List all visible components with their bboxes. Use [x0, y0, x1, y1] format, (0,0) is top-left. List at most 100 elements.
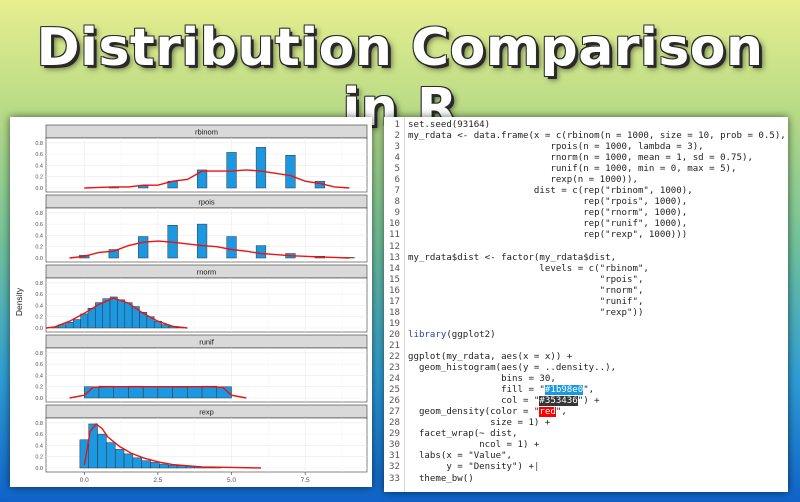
code-text: geom_density(color = "	[408, 407, 540, 418]
plot-svg: rbinom 0.0 0.2 0.4 0.6 0.8 rpois 0.0 0.2 0.4 0.6 0.…	[14, 124, 368, 487]
y-tick-label: 0.6	[35, 152, 43, 158]
code-text: col = "	[408, 396, 540, 407]
code-line[interactable]: 6 rexp(n = 1000)),	[384, 175, 788, 186]
code-text: geom_histogram(aes(y = ..density..),	[408, 363, 617, 374]
x-axis-label: Value	[196, 485, 217, 487]
code-line[interactable]: 23 geom_histogram(aes(y = ..density..),	[384, 363, 788, 374]
histogram-bar	[285, 154, 296, 189]
code-text: size = 1) +	[408, 418, 551, 429]
code-text: ",	[555, 407, 567, 418]
code-line[interactable]: 30 ncol = 1) +	[384, 440, 788, 451]
code-line[interactable]: 21	[384, 341, 788, 352]
y-tick-label: 0.4	[35, 443, 43, 449]
code-line[interactable]: 25 fill = "#1b98e0",	[384, 385, 788, 396]
code-line[interactable]: 16 "rnorm",	[384, 286, 788, 297]
code-line[interactable]: 9 rep("rnorm", 1000),	[384, 208, 788, 219]
line-number: 2	[394, 131, 400, 142]
code-line[interactable]: 29 facet_wrap(~ dist,	[384, 429, 788, 440]
line-number: 17	[389, 296, 400, 307]
density-curve	[45, 297, 188, 329]
code-line[interactable]: 10 rep("runif", 1000),	[384, 219, 788, 230]
y-tick-label: 0.0	[35, 326, 43, 332]
histogram-bar	[65, 322, 74, 329]
code-line[interactable]: 11 rep("rexp", 1000)))	[384, 230, 788, 241]
line-number: 29	[389, 429, 400, 440]
line-number: 15	[389, 274, 400, 285]
code-line[interactable]: 1 set.seed(93164)	[384, 120, 788, 131]
code-line[interactable]: 33 theme_bw()	[384, 474, 788, 485]
page-title: Distribution Comparison in R	[36, 18, 764, 138]
line-number: 11	[389, 230, 400, 241]
line-number: 27	[389, 407, 400, 418]
histogram-bar	[141, 460, 151, 469]
x-tick-label: 2.5	[153, 477, 162, 484]
code-line[interactable]: 7 dist = c(rep("rbinom", 1000),	[384, 186, 788, 197]
code-line[interactable]: 15 "rpois",	[384, 275, 788, 286]
line-number: 14	[389, 263, 400, 274]
code-line[interactable]: 8 rep("rpois", 1000),	[384, 197, 788, 208]
code-highlight: #353436	[539, 396, 578, 407]
y-tick-label: 0.0	[35, 396, 43, 402]
code-highlight: red	[539, 407, 556, 418]
code-editor[interactable]: 1 set.seed(93164) 2 my_rdata <- data.frame(…	[384, 117, 788, 492]
code-line[interactable]: 2 my_rdata <- data.frame(x = c(rbinom(n =…	[384, 131, 788, 142]
code-line[interactable]: 18 "rexp"))	[384, 308, 788, 319]
line-number: 6	[394, 175, 400, 186]
y-tick-label: 0.8	[35, 421, 43, 427]
code-line[interactable]: 26 col = "#353436") +	[384, 396, 788, 407]
histogram-bar	[128, 385, 144, 399]
density-curve	[69, 240, 350, 259]
code-line[interactable]: 22 ggplot(my_rdata, aes(x = x)) +	[384, 352, 788, 363]
line-number: 18	[389, 307, 400, 318]
y-tick-label: 0.8	[35, 281, 43, 287]
code-line[interactable]: 13 my_rdata$dist <- factor(my_rdata$dist,	[384, 253, 788, 264]
code-text: ggplot(my_rdata, aes(x = x)) +	[408, 351, 573, 362]
histogram-bar	[114, 449, 125, 469]
histogram-bar	[124, 302, 133, 329]
code-text: bins = 30,	[408, 374, 556, 385]
code-line[interactable]: 12	[384, 242, 788, 253]
code-line[interactable]: 27 geom_density(color = "red",	[384, 407, 788, 418]
histogram-bar	[159, 463, 169, 469]
line-number: 23	[389, 363, 400, 374]
code-text: set.seed(93164)	[408, 120, 491, 130]
code-text: my_rdata <- data.frame(x = c(rbinom(n = …	[408, 131, 786, 142]
line-number: 25	[389, 385, 400, 396]
line-number: 10	[389, 219, 400, 230]
line-number: 3	[394, 142, 400, 153]
code-line[interactable]: 19	[384, 319, 788, 330]
y-tick-label: 0.8	[35, 351, 43, 357]
code-line[interactable]: 24 bins = 30,	[384, 374, 788, 385]
line-number: 24	[389, 374, 400, 385]
line-number: 33	[389, 473, 400, 484]
text-cursor: |	[533, 462, 540, 473]
line-number: 32	[389, 462, 400, 473]
code-line[interactable]: 31 labs(x = "Value",	[384, 451, 788, 462]
histogram-bar	[196, 223, 208, 259]
faceted-histogram-plot: rbinom 0.0 0.2 0.4 0.6 0.8 rpois 0.0 0.2 0.4 0.6 0.…	[10, 117, 372, 487]
code-line[interactable]: 17 "runif",	[384, 297, 788, 308]
facet-label: rbinom	[195, 128, 218, 137]
histogram-bar	[109, 296, 118, 329]
line-number: 1	[394, 120, 400, 130]
y-tick-label: 0.2	[35, 385, 43, 391]
code-text: rep("rnorm", 1000),	[408, 208, 688, 219]
code-text: rep("rexp", 1000)))	[408, 230, 688, 241]
x-tick-label: 5.0	[227, 477, 236, 484]
histogram-bar	[255, 245, 267, 259]
code-line[interactable]: 14 levels = c("rbinom",	[384, 264, 788, 275]
y-tick-label: 0.4	[35, 303, 43, 309]
line-number: 9	[394, 208, 400, 219]
code-text: ",	[583, 385, 595, 396]
code-line[interactable]: 4 rnorm(n = 1000, mean = 1, sd = 0.75),	[384, 153, 788, 164]
line-number: 21	[389, 340, 400, 351]
code-line[interactable]: 28 size = 1) +	[384, 418, 788, 429]
code-line[interactable]: 20 library(ggplot2)	[384, 330, 788, 341]
histogram-bar	[157, 386, 173, 399]
density-curve	[84, 169, 350, 189]
code-line[interactable]: 5 runif(n = 1000, min = 0, max = 5),	[384, 164, 788, 175]
code-line[interactable]: 32 y = "Density") +|	[384, 462, 788, 473]
histogram-bar	[216, 386, 232, 399]
density-curve	[69, 386, 247, 399]
code-line[interactable]: 3 rpois(n = 1000, lambda = 3),	[384, 142, 788, 153]
